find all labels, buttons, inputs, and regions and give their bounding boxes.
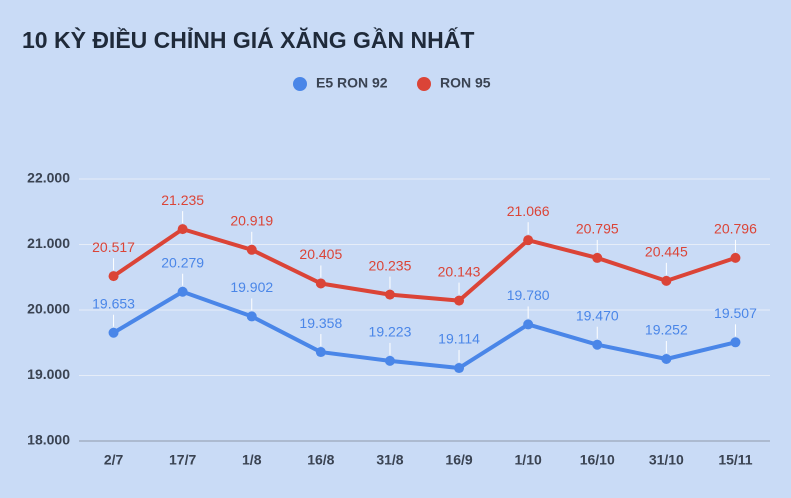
data-point xyxy=(523,235,534,246)
data-point xyxy=(315,278,326,289)
data-label: 20.143 xyxy=(438,263,481,279)
data-point xyxy=(454,295,465,306)
data-point xyxy=(108,271,119,282)
data-label: 19.780 xyxy=(507,287,550,303)
data-label: 20.445 xyxy=(645,244,688,260)
data-label: 20.795 xyxy=(576,221,619,237)
legend-label: E5 RON 92 xyxy=(316,75,388,91)
x-tick-label: 17/7 xyxy=(169,452,196,468)
data-point xyxy=(384,289,395,300)
data-label: 20.796 xyxy=(714,221,757,237)
data-point xyxy=(661,275,672,286)
data-label: 20.919 xyxy=(230,213,273,229)
x-tick-label: 1/8 xyxy=(242,452,262,468)
x-tick-label: 16/8 xyxy=(307,452,334,468)
data-label: 20.405 xyxy=(299,246,342,262)
data-point xyxy=(592,252,603,263)
x-tick-label: 2/7 xyxy=(104,452,124,468)
data-label: 21.235 xyxy=(161,192,204,208)
x-tick-label: 16/10 xyxy=(580,452,615,468)
y-tick-label: 20.000 xyxy=(27,301,70,317)
data-point xyxy=(454,363,465,374)
y-tick-label: 19.000 xyxy=(27,366,70,382)
x-tick-label: 31/8 xyxy=(376,452,403,468)
data-point xyxy=(177,286,188,297)
data-point xyxy=(384,355,395,366)
chart-title: 10 KỲ ĐIỀU CHỈNH GIÁ XĂNG GẦN NHẤT xyxy=(22,25,474,53)
data-label: 19.114 xyxy=(438,331,480,347)
data-label: 19.358 xyxy=(299,315,342,331)
data-point xyxy=(661,353,672,364)
data-label: 20.517 xyxy=(92,239,135,255)
data-label: 19.902 xyxy=(230,279,273,295)
data-label: 19.252 xyxy=(645,322,688,338)
x-tick-label: 31/10 xyxy=(649,452,684,468)
data-point xyxy=(246,311,257,322)
data-label: 19.507 xyxy=(714,305,757,321)
legend-label: RON 95 xyxy=(440,75,491,91)
data-label: 19.653 xyxy=(92,295,135,311)
data-point xyxy=(246,244,257,255)
data-point xyxy=(523,319,534,330)
x-tick-label: 16/9 xyxy=(445,452,472,468)
x-tick-label: 15/11 xyxy=(718,452,752,468)
data-point xyxy=(315,347,326,358)
data-label: 20.235 xyxy=(369,257,412,273)
data-label: 19.470 xyxy=(576,307,619,323)
data-label: 21.066 xyxy=(507,203,550,219)
data-point xyxy=(592,339,603,350)
x-tick-label: 1/10 xyxy=(515,452,542,468)
data-label: 20.279 xyxy=(161,254,204,270)
data-point xyxy=(730,252,741,263)
y-tick-label: 21.000 xyxy=(27,235,70,251)
y-tick-label: 18.000 xyxy=(27,432,70,448)
data-point xyxy=(177,224,188,235)
series-line xyxy=(112,227,737,303)
y-tick-label: 22.000 xyxy=(27,170,70,186)
legend-marker xyxy=(293,77,307,91)
legend-marker xyxy=(417,77,431,91)
data-point xyxy=(108,327,119,338)
series-line xyxy=(112,289,736,371)
data-label: 19.223 xyxy=(369,324,412,340)
data-point xyxy=(730,337,741,348)
